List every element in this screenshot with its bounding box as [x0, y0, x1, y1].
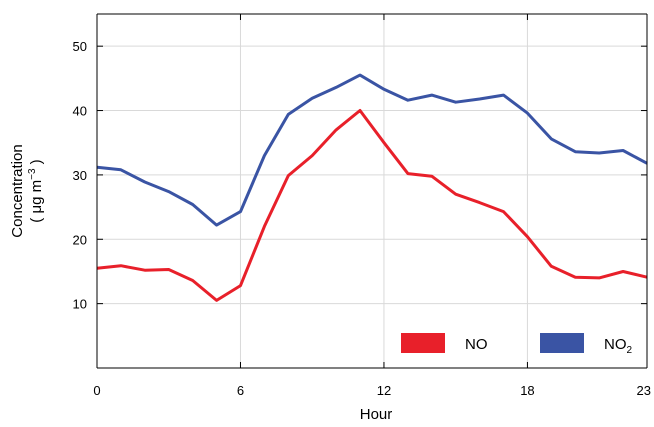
y-tick-label-50: 50 [73, 39, 87, 54]
x-tick-label-6: 6 [237, 383, 244, 398]
y-axis-unit: ( μg m−3 ) [27, 159, 45, 222]
y-tick-label-10: 10 [73, 297, 87, 312]
legend-label-no2: NO2 [604, 336, 633, 356]
tick-labels: 10 20 30 40 50 0 6 12 18 23 [73, 39, 651, 398]
y-axis-title: Concentration [9, 144, 26, 237]
axes [96, 13, 648, 369]
legend-label-no: NO [465, 336, 488, 353]
series-line-no2 [96, 73, 648, 227]
x-tick-label-12: 12 [377, 383, 391, 398]
series-lines [96, 73, 648, 302]
y-tick-label-20: 20 [73, 232, 87, 247]
x-axis-title: Hour [360, 406, 393, 423]
y-tick-label-40: 40 [73, 104, 87, 119]
y-tick-label-30: 30 [73, 168, 87, 183]
y-axis-unit-exponent: −3 [27, 168, 38, 180]
x-tick-label-18: 18 [520, 383, 534, 398]
legend-swatch-no2 [540, 333, 584, 353]
x-tick-label-23: 23 [637, 383, 651, 398]
y-axis-unit-open: ( μg m [28, 180, 45, 223]
legend: NO NO2 [401, 333, 633, 356]
grid-lines [97, 14, 647, 368]
legend-swatch-no [401, 333, 445, 353]
y-axis-unit-close: ) [28, 159, 45, 168]
series-line-no [96, 109, 648, 302]
x-tick-label-0: 0 [93, 383, 100, 398]
y-axis-title-group: Concentration ( μg m−3 ) [9, 144, 45, 237]
